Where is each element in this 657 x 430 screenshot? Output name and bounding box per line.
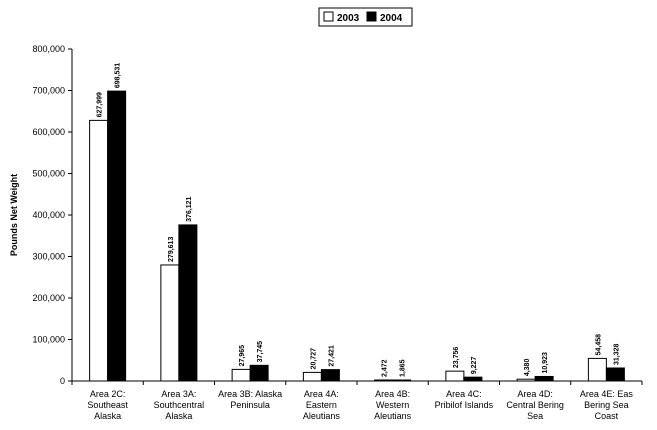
data-label-2003: 2,472 (382, 359, 389, 377)
data-label-2003: 279,613 (168, 237, 175, 262)
data-label-2003: 27,965 (239, 345, 246, 367)
data-label-2004: 37,745 (257, 341, 264, 363)
data-label-2004: 31,328 (613, 343, 620, 365)
bar-2004 (250, 365, 268, 381)
legend: 2003 2004 (319, 8, 412, 26)
y-tick-label: 200,000 (32, 293, 65, 303)
y-axis-title: Pounds Net Weight (9, 174, 19, 256)
bar-2003 (90, 120, 108, 381)
category-label: Area 3B: Alaska Peninsula (218, 389, 282, 410)
bar-2003 (517, 379, 535, 381)
bar-2004 (535, 376, 553, 381)
bar-2003 (232, 369, 250, 381)
bar-2003 (588, 358, 606, 381)
data-label-2003: 627,999 (97, 92, 104, 117)
y-tick-label: 800,000 (32, 44, 65, 54)
data-label-2004: 1,865 (400, 359, 407, 377)
bar-2004 (464, 377, 482, 381)
y-tick-label: 600,000 (32, 127, 65, 137)
bar-2003 (375, 380, 393, 381)
legend-swatch-2003 (324, 12, 333, 21)
bar-2004 (108, 91, 126, 381)
category-label: Area 4D: Central Bering Sea (506, 389, 564, 421)
bar-2003 (446, 371, 464, 381)
bar-2003 (303, 372, 321, 381)
data-label-2003: 54,458 (595, 334, 602, 356)
category-label: Area 4C: Pribilof Islands (435, 389, 494, 410)
category-label: Area 4A: Eastern Aleutians (303, 389, 341, 421)
category-labels: Area 2C: Southeast Alaska Area 3A: Southcent… (87, 389, 633, 421)
y-tick-label: 100,000 (32, 335, 65, 345)
legend-label-2004: 2004 (380, 13, 403, 24)
bar-2003 (161, 265, 179, 381)
data-label-2004: 698,531 (115, 63, 122, 88)
category-label: Area 4B: Western Aleutians (374, 389, 412, 421)
y-tick-label: 700,000 (32, 86, 65, 96)
data-label-2004: 376,121 (186, 196, 193, 221)
category-label: Area 2C: Southeast Alaska (87, 389, 128, 421)
y-tick-label: 0 (60, 376, 65, 386)
data-label-2003: 23,756 (453, 347, 460, 369)
bars (90, 91, 625, 381)
data-label-2004: 27,421 (328, 345, 335, 367)
bar-2004 (606, 368, 624, 381)
data-label-2004: 10,923 (542, 352, 549, 374)
data-label-2004: 9,227 (471, 357, 478, 375)
bar-2004 (179, 225, 197, 381)
bar-2004 (393, 380, 411, 381)
y-tick-label: 400,000 (32, 210, 65, 220)
legend-label-2003: 2003 (337, 13, 360, 24)
y-tick-label: 500,000 (32, 169, 65, 179)
y-tick-label: 300,000 (32, 252, 65, 262)
bar-2004 (321, 370, 339, 381)
legend-swatch-2004 (367, 12, 376, 21)
category-label: Area 4E: Eas Bering Sea Coast (580, 389, 634, 421)
category-label: Area 3A: Southcentral Alaska (154, 389, 205, 421)
data-label-2003: 4,380 (524, 359, 531, 377)
data-label-2003: 20,727 (310, 348, 317, 370)
